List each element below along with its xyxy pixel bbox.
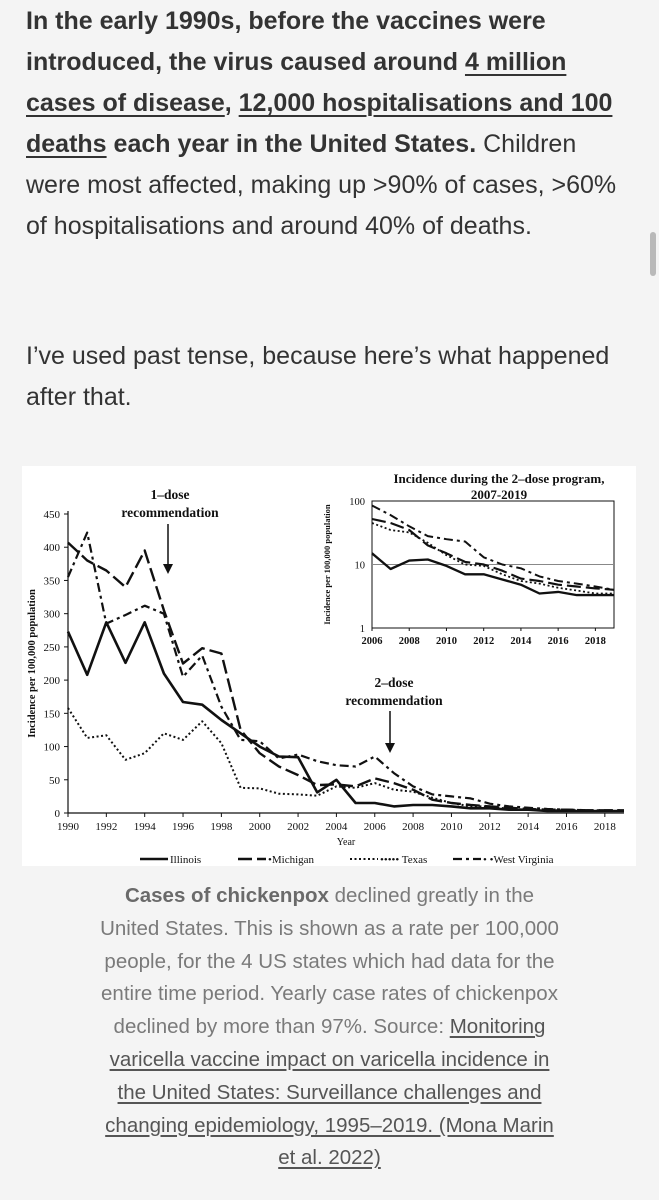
main-series-line-3 <box>67 707 624 812</box>
inset-x-tick-label: 2014 <box>510 636 532 647</box>
main-x-tick-label: 2016 <box>555 821 578 833</box>
inset-title-line2: 2007-2019 <box>471 487 528 502</box>
main-x-tick-label: 1994 <box>134 821 157 833</box>
inset-series-line-4 <box>371 504 615 591</box>
inset-x-tick-label: 2006 <box>362 636 383 647</box>
main-x-tick-label: 2012 <box>479 821 501 833</box>
figure-caption: Cases of chickenpox declined greatly in … <box>100 880 559 1175</box>
intro-paragraph: In the early 1990s, before the vaccines … <box>26 1 636 247</box>
main-x-tick-label: 2002 <box>287 821 309 833</box>
main-series-line-2 <box>67 541 624 812</box>
inset-x-tick-label: 2016 <box>548 636 569 647</box>
inset-y-axis-label: Incidence per 100,000 population <box>322 504 332 625</box>
intro-bold-text: In the early 1990s, before the vaccines … <box>26 7 546 76</box>
transition-paragraph: I’ve used past tense, because here’s wha… <box>26 342 610 411</box>
inset-y-tick-label: 10 <box>355 561 366 572</box>
legend-label: •Michigan <box>268 854 315 866</box>
main-y-tick-label: 250 <box>44 642 61 654</box>
main-x-tick-label: 1998 <box>210 821 233 833</box>
annotation-2dose-arrowhead <box>385 743 395 753</box>
intro-bold-end: each year in the United States. <box>106 130 477 158</box>
main-series-line-4 <box>66 531 624 812</box>
main-x-tick-label: 2004 <box>325 821 348 833</box>
annotation-1dose-line1: 1–dose <box>150 487 189 502</box>
cases-link[interactable]: 4 million cases of disease <box>26 48 567 117</box>
scrollbar-thumb[interactable] <box>650 232 656 276</box>
main-x-axis-label: Year <box>337 837 356 848</box>
hospitalisations-link[interactable]: 12,000 hospitalisations and 100 deaths <box>26 89 613 158</box>
annotation-2dose-line1: 2–dose <box>374 675 413 690</box>
legend-label: ••••• Texas <box>380 854 427 866</box>
main-y-tick-label: 150 <box>44 708 61 720</box>
main-x-tick-label: 2008 <box>402 821 425 833</box>
chart-legend: Illinois •Michigan ••••• Texas • •West Virg… <box>140 854 554 866</box>
main-chart-series <box>66 531 624 813</box>
inset-x-tick-label: 2008 <box>399 636 420 647</box>
main-x-tick-label: 2006 <box>364 821 387 833</box>
main-x-tick-label: 2010 <box>440 821 463 833</box>
main-y-tick-label: 50 <box>49 775 61 787</box>
main-x-tick-label: 1996 <box>172 821 195 833</box>
main-y-tick-label: 200 <box>44 675 61 687</box>
main-y-tick-label: 100 <box>44 742 61 754</box>
chickenpox-chart-figure[interactable]: 0 50 100 150 200 250 300 350 400 450 1990 1992 1994 1… <box>22 466 636 866</box>
inset-y-tick-label: 1 <box>360 624 365 635</box>
inset-series-line-2 <box>371 517 615 591</box>
annotation-1dose-line2: recommendation <box>121 505 219 520</box>
main-chart-axes: 0 50 100 150 200 250 300 350 400 450 1990 1992 1994 1… <box>27 509 624 848</box>
main-x-tick-label: 1990 <box>57 821 80 833</box>
main-y-tick-label: 400 <box>44 542 61 554</box>
source-link[interactable]: Monitoring varicella vaccine impact on v… <box>105 1015 554 1170</box>
main-y-tick-label: 450 <box>44 509 61 521</box>
intro-rest-text: Children were most affected, making up >… <box>26 130 617 240</box>
inset-chart-axes: 1 10 100 2006 2008 2010 2012 2014 2016 2018 Incide… <box>322 497 615 647</box>
chart-svg: 0 50 100 150 200 250 300 350 400 450 1990 1992 1994 1… <box>27 471 624 866</box>
inset-x-tick-label: 2012 <box>473 636 494 647</box>
main-y-axis-label: Incidence per 100,000 population <box>27 589 38 738</box>
inset-x-tick-label: 2018 <box>585 636 606 647</box>
main-x-tick-label: 2014 <box>517 821 540 833</box>
caption-bold: Cases of chickenpox <box>124 884 329 907</box>
inset-y-tick-label: 100 <box>349 497 365 508</box>
inset-series-line-3 <box>371 522 614 595</box>
main-series-line-1 <box>66 621 624 813</box>
main-y-tick-label: 300 <box>44 609 61 621</box>
caption-text: declined greatly in the United States. T… <box>100 884 559 1039</box>
inset-x-tick-label: 2010 <box>436 636 457 647</box>
chart-annotations: 1–dose recommendation 2–dose recommendat… <box>121 471 605 753</box>
main-x-tick-label: 2000 <box>249 821 272 833</box>
annotation-1dose-arrowhead <box>163 564 173 574</box>
main-x-tick-label: 1992 <box>95 821 117 833</box>
main-y-tick-label: 350 <box>44 575 61 587</box>
legend-label: • •West Virginia <box>483 854 554 866</box>
annotation-2dose-line2: recommendation <box>345 693 443 708</box>
legend-label: Illinois <box>170 854 201 866</box>
inset-series-line-1 <box>371 552 614 597</box>
main-x-tick-label: 2018 <box>594 821 617 833</box>
inset-chart-series <box>371 504 615 597</box>
inset-title-line1: Incidence during the 2–dose program, <box>393 471 604 486</box>
main-y-tick-label: 0 <box>55 808 61 820</box>
intro-separator: , <box>224 89 239 117</box>
